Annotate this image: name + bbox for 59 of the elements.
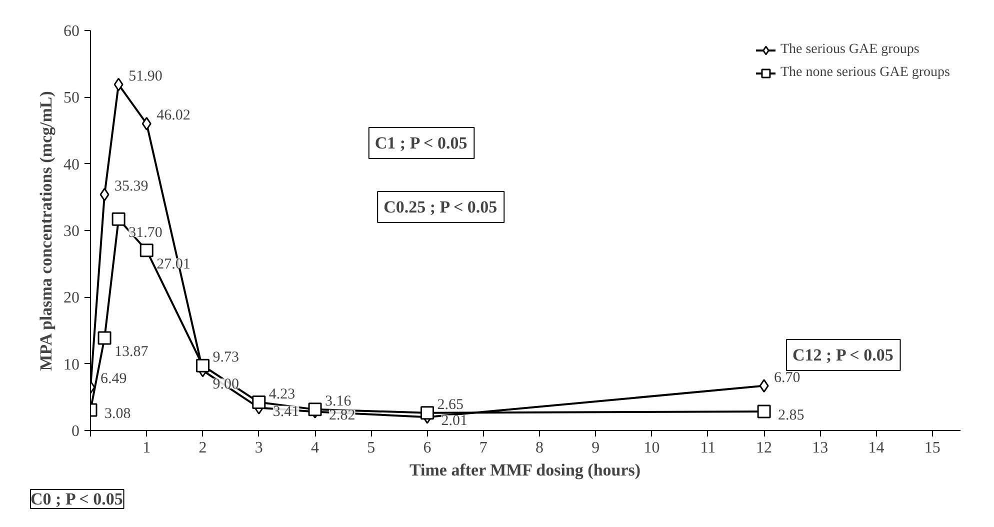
y-tick-label: 30 [64, 223, 80, 240]
data-label: 3.08 [104, 406, 131, 422]
data-label: 13.87 [114, 344, 149, 360]
point [112, 212, 126, 226]
x-tick-label: 14 [868, 440, 884, 456]
data-label: 3.16 [325, 393, 352, 410]
data-label: 9.73 [212, 350, 240, 366]
x-tick-label: 9 [592, 440, 600, 456]
point [420, 406, 434, 420]
x-tick-label: 6 [423, 440, 432, 456]
legend-label: The serious GAE groups [780, 42, 920, 58]
y-tick-label: 50 [64, 90, 80, 107]
text: C0 ; P < 0.05 [30, 490, 123, 508]
point [759, 379, 769, 393]
data-label: 4.23 [268, 386, 296, 402]
y-tick-label: 60 [64, 23, 80, 40]
x-tick-label: 13 [812, 440, 828, 456]
x-tick-label: 8 [536, 440, 544, 456]
data-label: 2.85 [778, 408, 804, 424]
annotation: C12 ; P < 0.05 [792, 346, 894, 364]
data-label: 2.65 [437, 396, 464, 413]
data-label: 2.82 [329, 408, 356, 424]
point [100, 188, 110, 202]
x-axis-title: Time after MMF dosing (hours) [410, 460, 641, 480]
annotation: C0.25 ; P < 0.05 [384, 198, 498, 216]
data-label: 31.70 [128, 225, 162, 242]
x-tick-label: 11 [700, 440, 716, 456]
data-label: 9.00 [212, 376, 240, 392]
data-label: 6.70 [774, 370, 800, 386]
data-label: 27.01 [156, 256, 190, 272]
legend-label: The none serious GAE groups [780, 65, 950, 81]
annotation: C1 ; P < 0.05 [374, 134, 468, 152]
x-tick-label: 5 [367, 440, 376, 456]
data-label: 6.49 [100, 371, 127, 388]
x-tick-label: 1 [142, 440, 151, 456]
point [114, 78, 124, 92]
x-tick-label: 15 [924, 440, 940, 456]
x-tick-label: 3 [254, 440, 263, 456]
y-tick-label: 20 [64, 290, 80, 307]
y-tick-label: 10 [64, 356, 80, 374]
x-tick-label: 10 [644, 440, 660, 456]
point [140, 244, 154, 258]
point [757, 404, 771, 418]
y-tick-label: 40 [64, 156, 80, 174]
x-tick-label: 12 [756, 440, 772, 456]
data-label: 51.90 [128, 68, 162, 84]
x-tick-label: 4 [311, 440, 320, 456]
data-label: 2.01 [441, 413, 468, 430]
point [196, 358, 210, 372]
data-label: 3.41 [272, 404, 300, 420]
y-axis-title: MPA plasma concentrations (mcg/mL) [36, 91, 56, 371]
x-tick-label: 2 [198, 440, 207, 456]
point [142, 116, 152, 130]
data-label: 35.39 [114, 178, 148, 195]
data-label: 46.02 [156, 108, 190, 124]
point [98, 331, 112, 345]
x-tick-label: 7 [479, 440, 488, 456]
point [252, 396, 266, 410]
y-tick-label: 0 [72, 423, 80, 440]
